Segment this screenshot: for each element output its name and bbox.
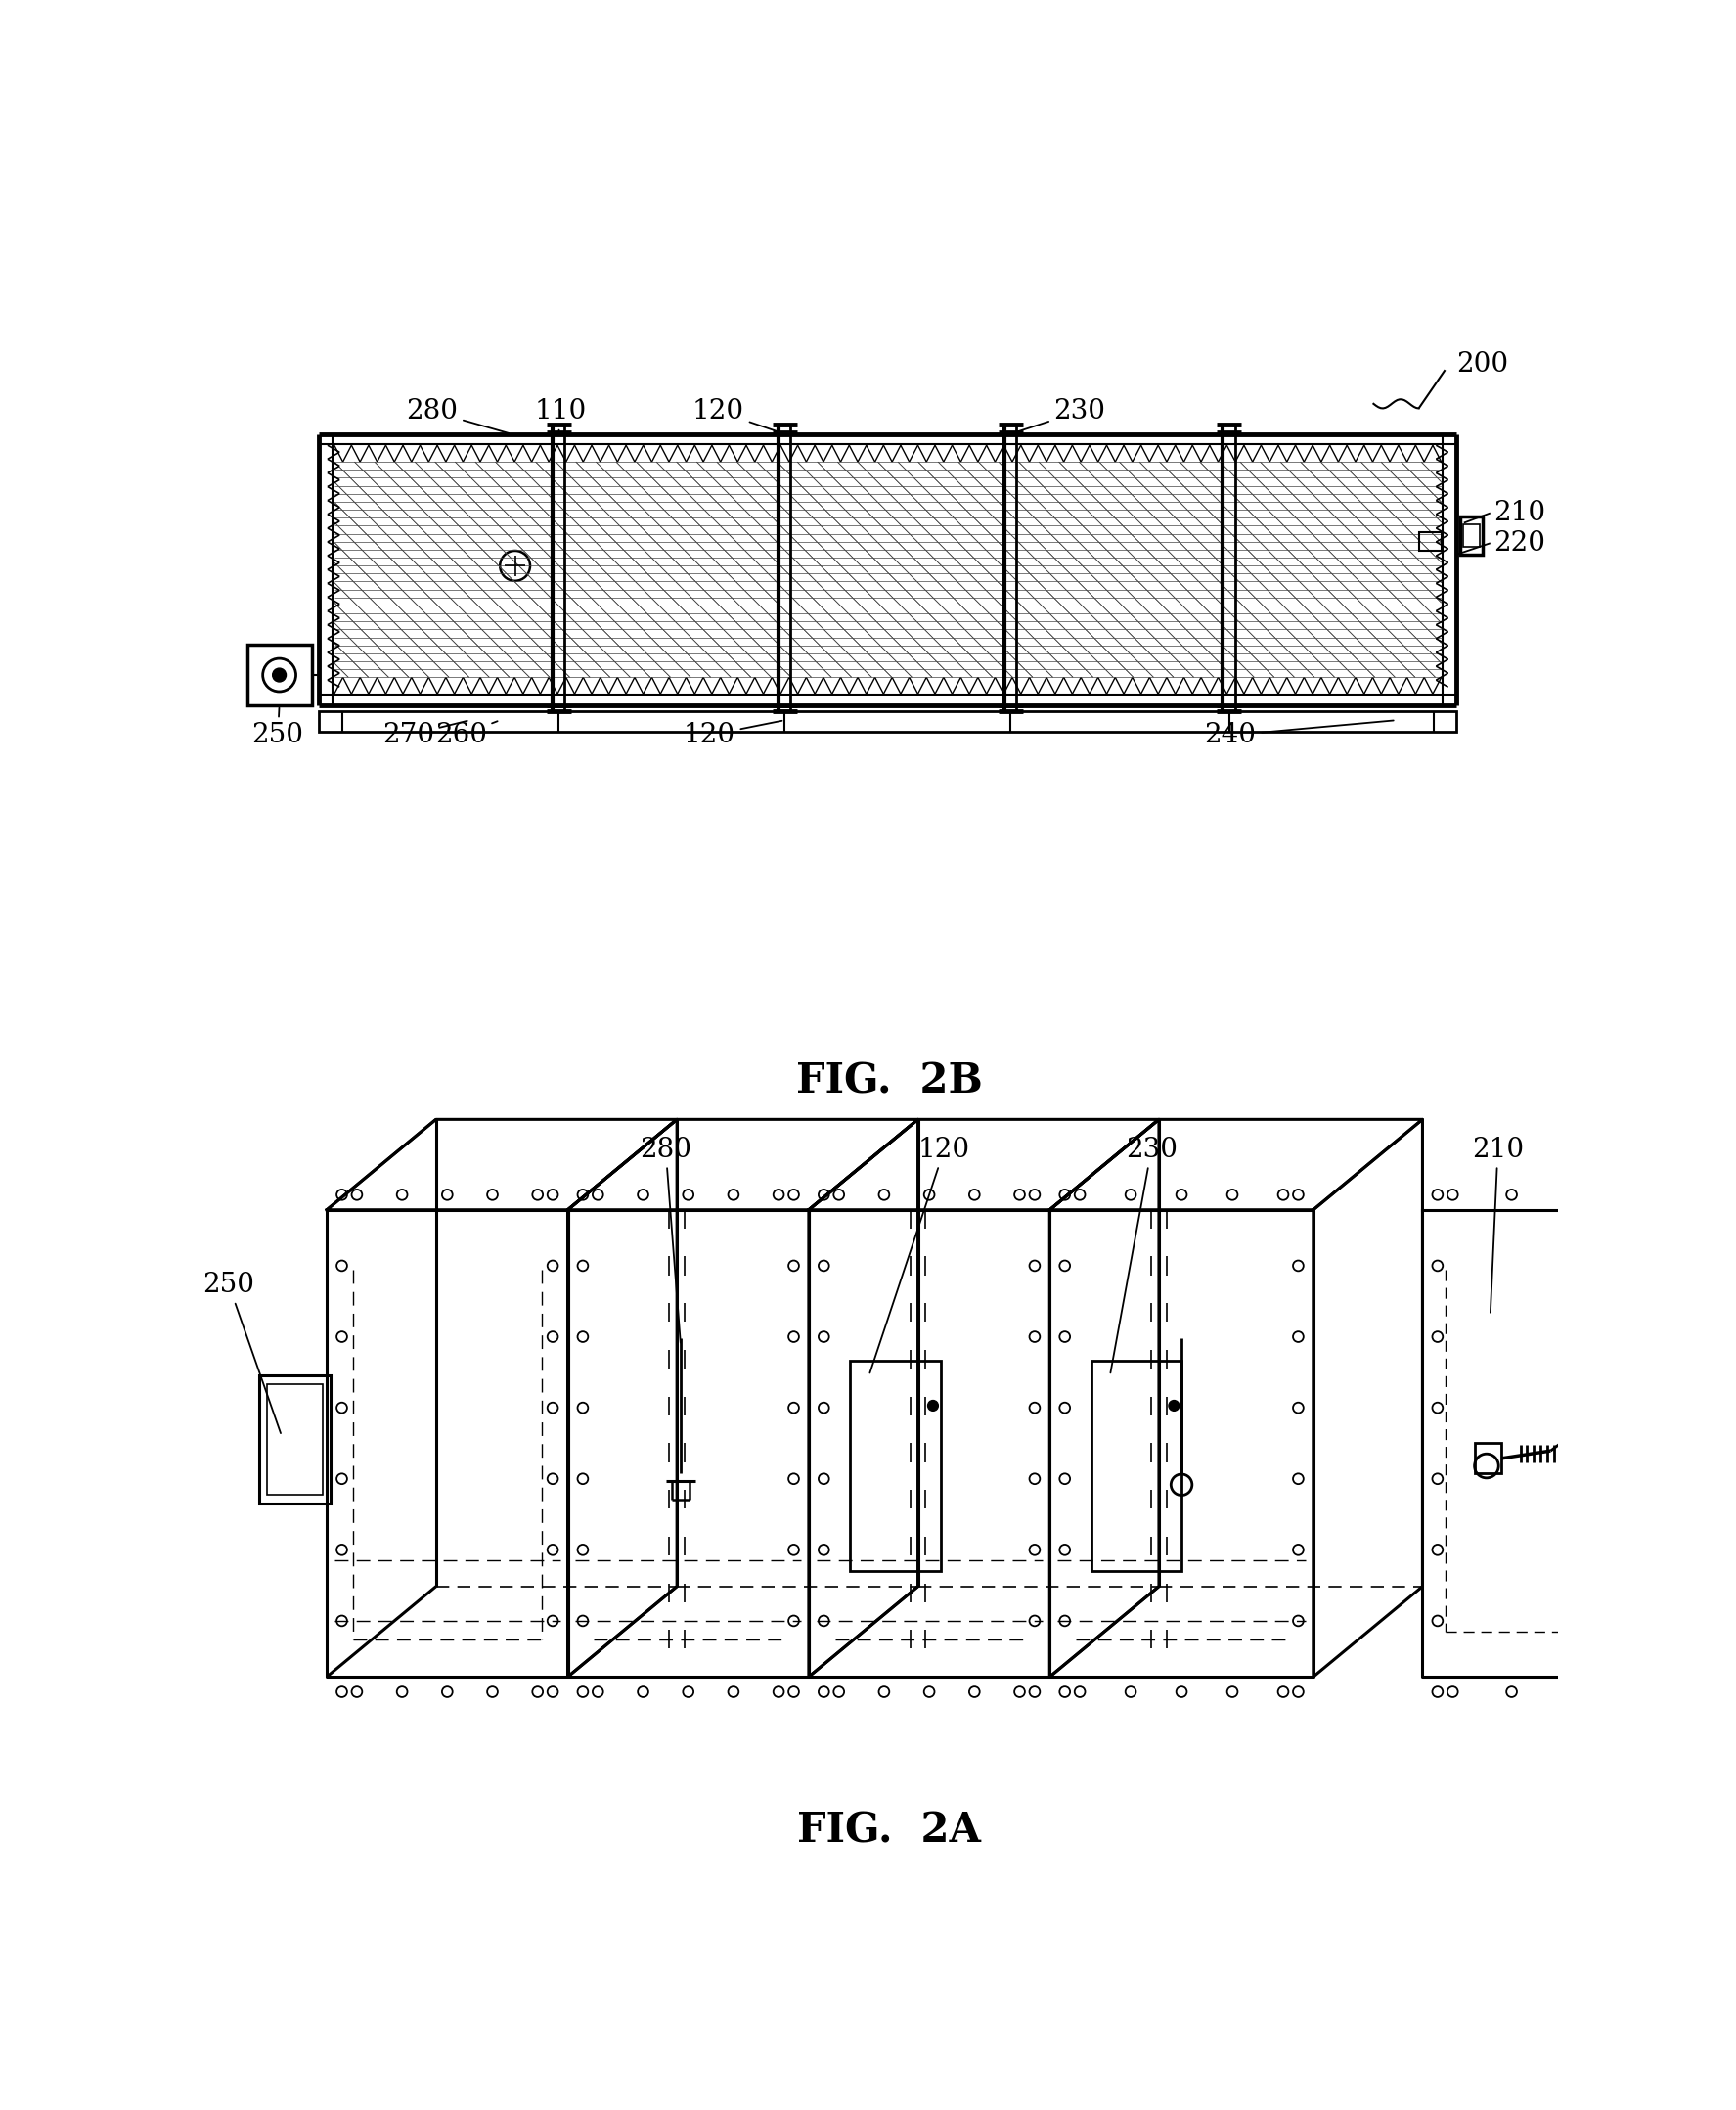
Text: 120: 120	[870, 1137, 970, 1374]
Bar	[1476, 1443, 1502, 1473]
Text: 210: 210	[1495, 500, 1547, 525]
Bar	[267, 1384, 323, 1494]
Text: 110: 110	[535, 399, 587, 430]
Bar	[1418, 532, 1441, 551]
Bar	[851, 1361, 941, 1572]
Text: 210: 210	[1472, 1137, 1524, 1312]
Text: 240: 240	[1205, 720, 1394, 749]
Bar	[248, 646, 312, 705]
Text: 280: 280	[406, 399, 509, 433]
Text: 230: 230	[1014, 399, 1106, 433]
Text: 230: 230	[1111, 1137, 1177, 1374]
Bar	[1463, 525, 1479, 546]
Text: 250: 250	[203, 1272, 281, 1433]
Text: 260: 260	[436, 722, 498, 749]
Text: 270: 270	[382, 722, 467, 749]
Circle shape	[273, 669, 286, 682]
Text: 220: 220	[1495, 530, 1545, 557]
Circle shape	[1168, 1401, 1179, 1412]
Text: FIG.  2B: FIG. 2B	[797, 1061, 983, 1101]
Text: 200: 200	[1457, 352, 1509, 378]
Circle shape	[927, 1401, 937, 1412]
Text: FIG.  2A: FIG. 2A	[797, 1810, 981, 1853]
Bar	[1460, 517, 1483, 555]
Text: 280: 280	[641, 1137, 691, 1342]
Bar	[1092, 1361, 1182, 1572]
Text: 120: 120	[693, 399, 783, 433]
Bar	[259, 1376, 330, 1504]
Text: 250: 250	[252, 707, 304, 749]
Text: 120: 120	[684, 722, 781, 749]
Bar	[319, 711, 1457, 732]
